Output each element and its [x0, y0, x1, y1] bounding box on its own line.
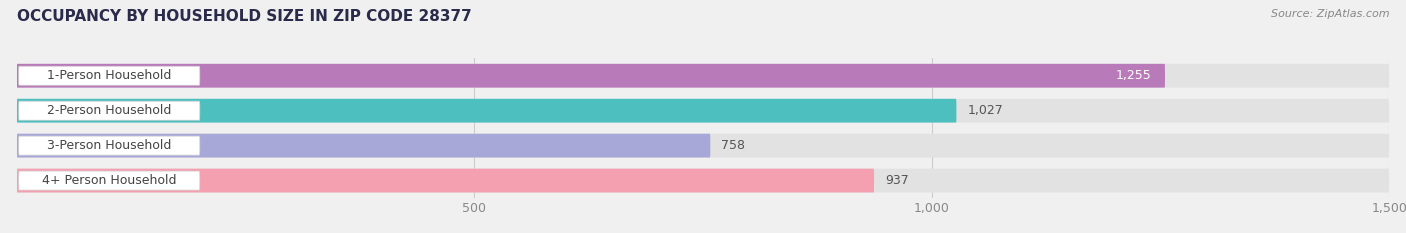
FancyBboxPatch shape [18, 136, 200, 155]
Text: OCCUPANCY BY HOUSEHOLD SIZE IN ZIP CODE 28377: OCCUPANCY BY HOUSEHOLD SIZE IN ZIP CODE … [17, 9, 471, 24]
Text: Source: ZipAtlas.com: Source: ZipAtlas.com [1271, 9, 1389, 19]
Text: 3-Person Household: 3-Person Household [46, 139, 172, 152]
Text: 1-Person Household: 1-Person Household [46, 69, 172, 82]
Text: 1,027: 1,027 [967, 104, 1002, 117]
FancyBboxPatch shape [17, 169, 875, 192]
FancyBboxPatch shape [18, 171, 200, 190]
Text: 758: 758 [721, 139, 745, 152]
Text: 1,255: 1,255 [1115, 69, 1152, 82]
FancyBboxPatch shape [17, 169, 1389, 192]
FancyBboxPatch shape [18, 101, 200, 120]
FancyBboxPatch shape [17, 64, 1166, 88]
FancyBboxPatch shape [18, 66, 200, 85]
Text: 2-Person Household: 2-Person Household [46, 104, 172, 117]
FancyBboxPatch shape [17, 99, 1389, 123]
FancyBboxPatch shape [17, 134, 1389, 158]
FancyBboxPatch shape [17, 64, 1389, 88]
Text: 937: 937 [884, 174, 908, 187]
FancyBboxPatch shape [17, 99, 956, 123]
Text: 4+ Person Household: 4+ Person Household [42, 174, 177, 187]
FancyBboxPatch shape [17, 134, 710, 158]
